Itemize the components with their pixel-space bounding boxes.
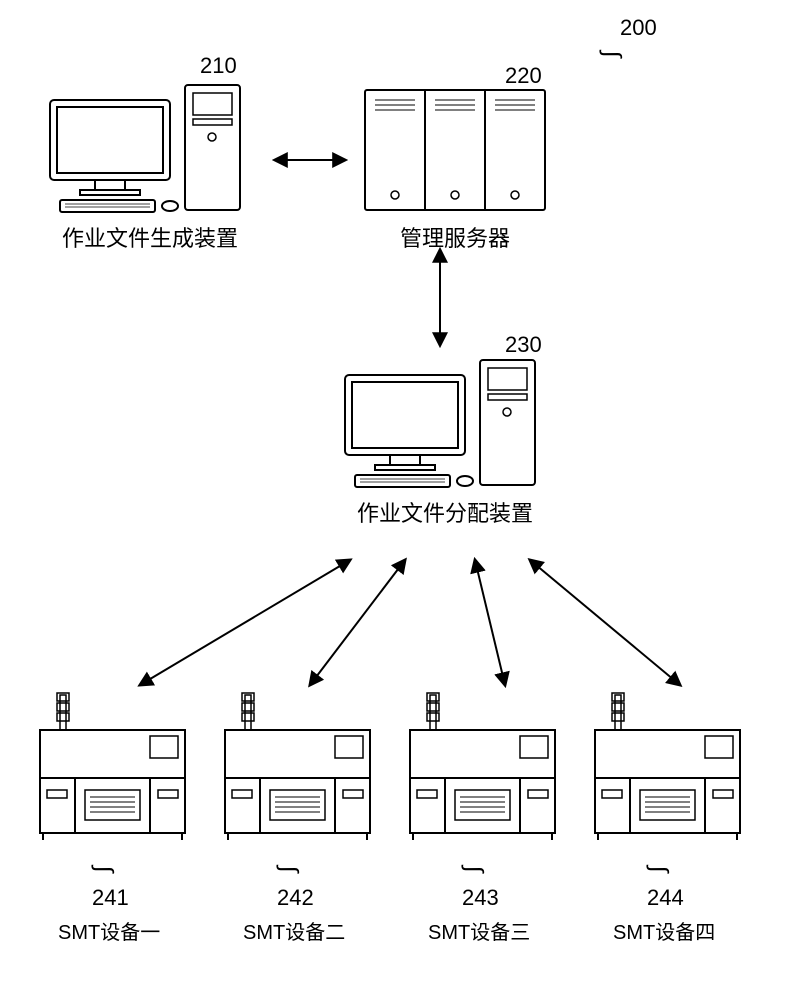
tilde-241: ∫ (89, 866, 117, 873)
tilde-200: ∫ (597, 51, 625, 58)
ref-243: 243 (462, 885, 499, 911)
node-230: 230 作业文件分配装置 (330, 350, 560, 528)
node-242: ∫ 242 SMT设备二 (215, 690, 380, 840)
ref-210: 210 (200, 53, 237, 79)
label-220: 管理服务器 (350, 221, 560, 253)
node-244: ∫ 244 SMT设备四 (585, 690, 750, 840)
smt-icon (220, 690, 375, 840)
tilde-243: ∫ (459, 866, 487, 873)
label-244: SMT设备四 (613, 916, 715, 945)
node-210: 210 作业文件生成装置 (35, 75, 265, 253)
ref-244: 244 (647, 885, 684, 911)
label-242: SMT设备二 (243, 916, 345, 945)
ref-230: 230 (505, 332, 542, 358)
smt-icon (590, 690, 745, 840)
node-220: 220 管理服务器 (350, 85, 560, 253)
label-243: SMT设备三 (428, 916, 530, 945)
tilde-244: ∫ (644, 866, 672, 873)
ref-220: 220 (505, 63, 542, 89)
desktop-icon (340, 350, 550, 490)
ref-200: 200 (620, 15, 657, 41)
server-icon (360, 85, 550, 215)
desktop-icon (45, 75, 255, 215)
ref-241: 241 (92, 885, 129, 911)
label-230: 作业文件分配装置 (330, 496, 560, 528)
smt-icon (405, 690, 560, 840)
label-241: SMT设备一 (58, 916, 160, 945)
smt-icon (35, 690, 190, 840)
node-243: ∫ 243 SMT设备三 (400, 690, 565, 840)
tilde-242: ∫ (274, 866, 302, 873)
label-210: 作业文件生成装置 (35, 221, 265, 253)
node-241: ∫ 241 SMT设备一 (30, 690, 195, 840)
ref-242: 242 (277, 885, 314, 911)
